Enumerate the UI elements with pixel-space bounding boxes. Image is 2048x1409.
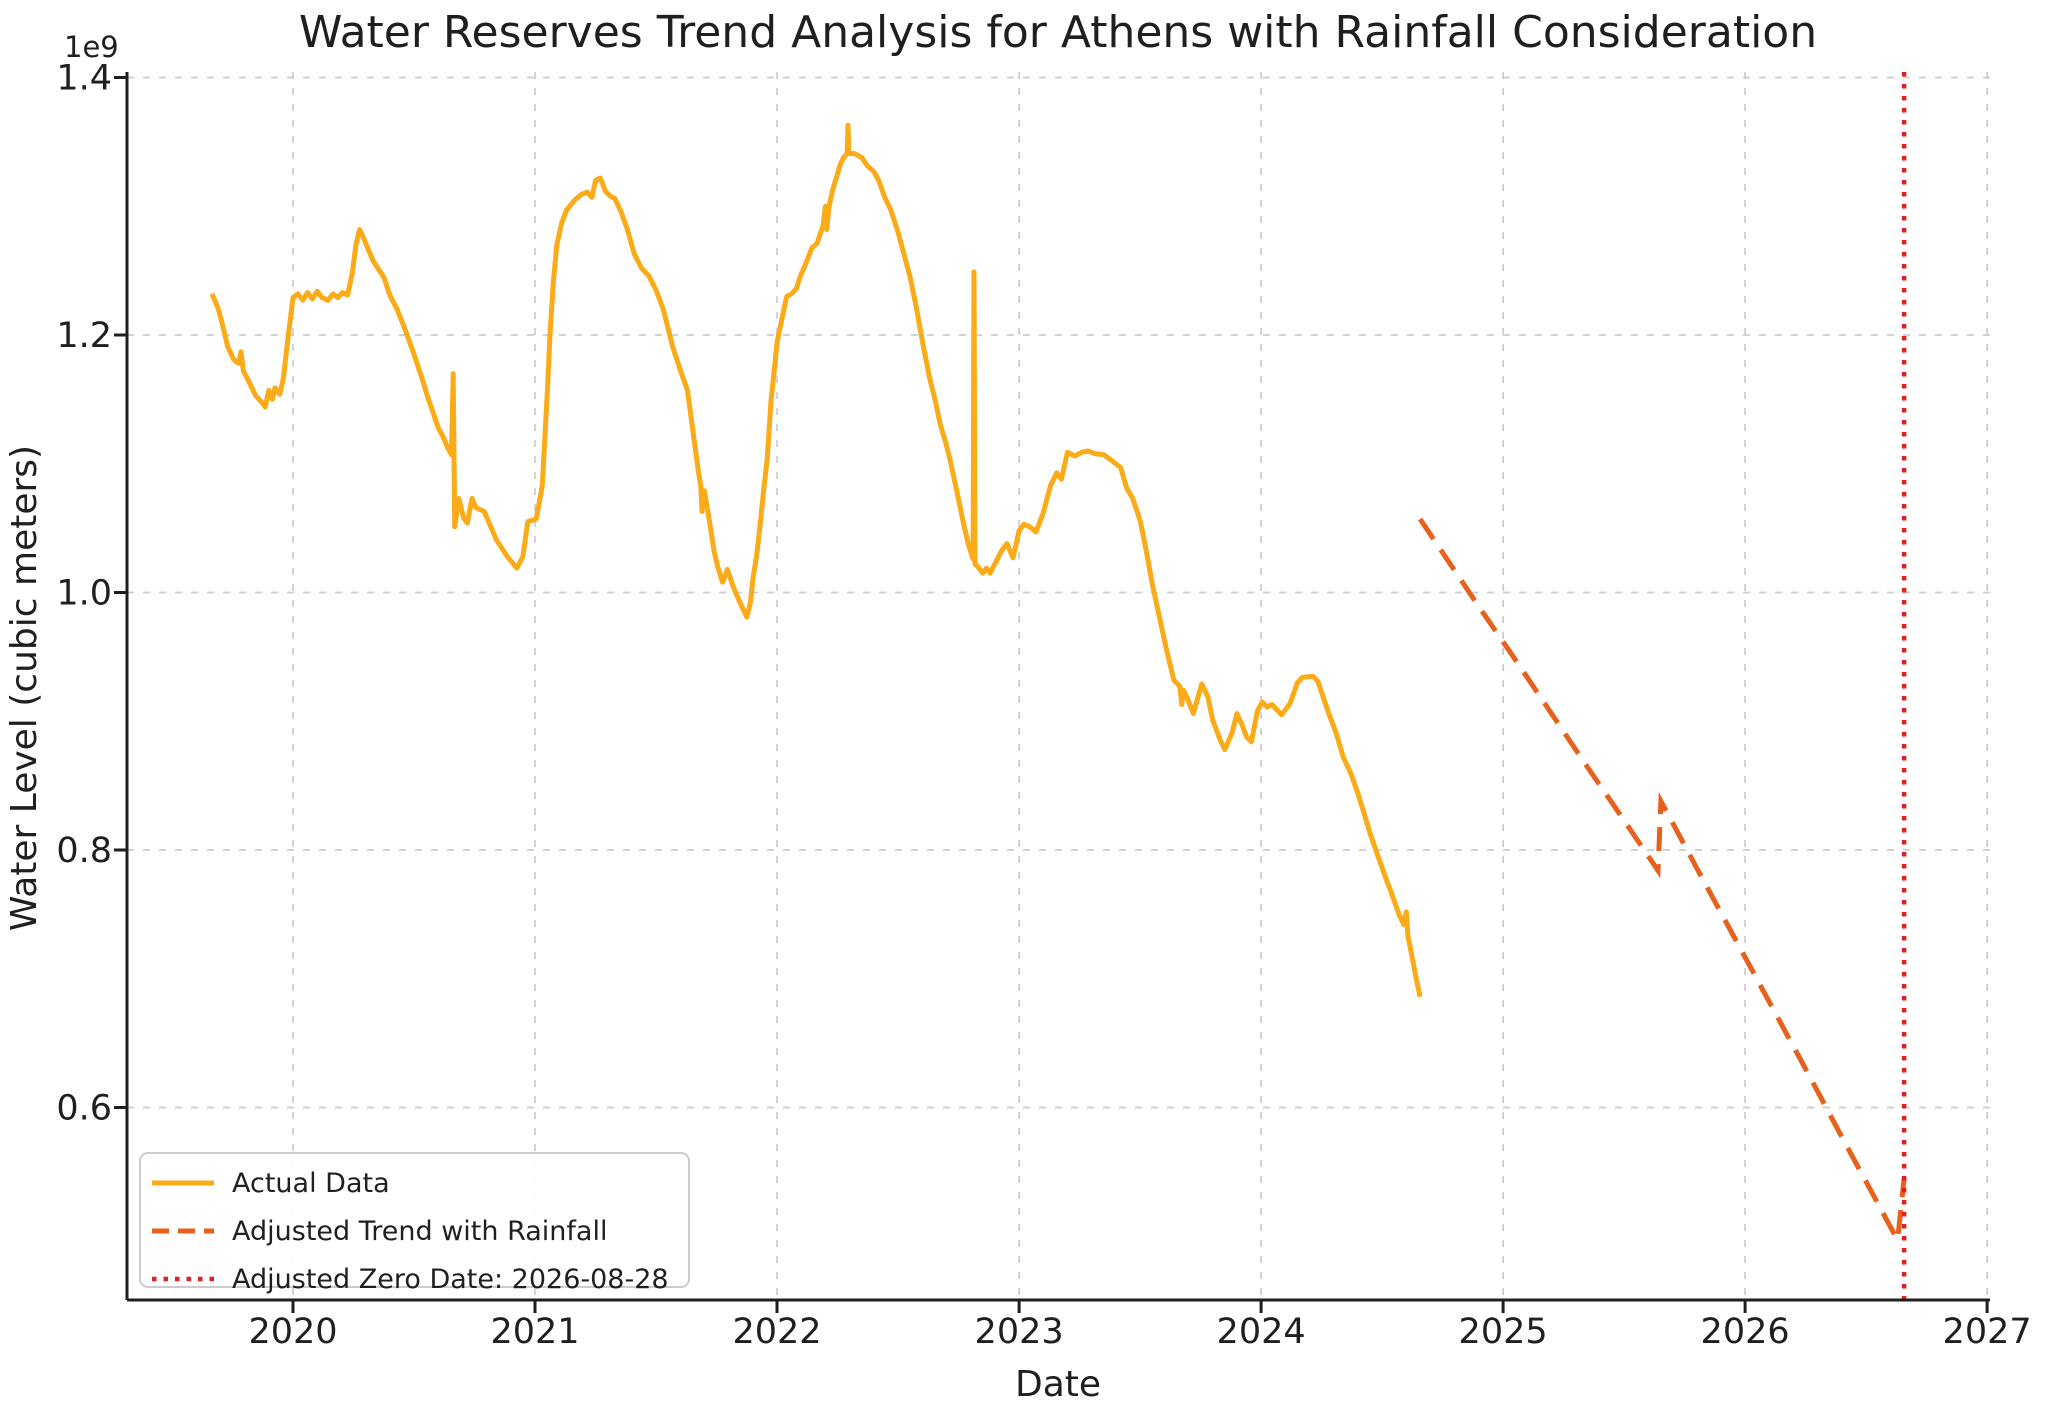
x-tick-label: 2027 [1943,1312,2032,1352]
adjusted-trend-line [1418,517,1907,1249]
legend-item-zero-date: Adjusted Zero Date: 2026-08-28 [152,1264,669,1295]
tick-marks [114,76,1989,1313]
actual-data-line [209,122,1423,998]
legend: Actual Data Adjusted Trend with Rainfall… [139,1152,690,1295]
y-tick-label: 0.6 [56,1089,112,1129]
legend-item-actual-data: Actual Data [152,1168,390,1199]
x-tick-label: 2020 [248,1312,337,1352]
x-tick-label: 2025 [1459,1312,1548,1352]
axes-spines [125,72,1990,1302]
y-tick-label: 1.2 [56,316,112,356]
legend-box [139,1152,690,1288]
x-tick-label: 2022 [732,1312,821,1352]
y-axis-offset-text: 1e9 [64,30,119,64]
legend-label: Actual Data [232,1168,390,1199]
y-tick-label: 0.8 [56,831,112,871]
x-tick-label: 2024 [1217,1312,1306,1352]
legend-item-adjusted-trend: Adjusted Trend with Rainfall [152,1216,607,1247]
x-axis-label: Date [1015,1364,1101,1405]
x-tick-labels: 2020 2021 2022 2023 2024 2025 2026 2027 [248,1312,2031,1352]
legend-label: Adjusted Zero Date: 2026-08-28 [232,1264,669,1295]
x-tick-label: 2021 [490,1312,579,1352]
chart-title: Water Reserves Trend Analysis for Athens… [299,7,1817,58]
y-tick-labels: 0.6 0.8 1.0 1.2 1.4 [56,59,112,1129]
y-axis-label: Water Level (cubic meters) [4,445,45,931]
grid-layer [127,72,1990,1300]
x-tick-label: 2026 [1701,1312,1790,1352]
y-tick-label: 1.4 [56,59,112,99]
y-tick-label: 1.0 [56,574,112,614]
legend-label: Adjusted Trend with Rainfall [232,1216,607,1247]
x-tick-label: 2023 [975,1312,1064,1352]
